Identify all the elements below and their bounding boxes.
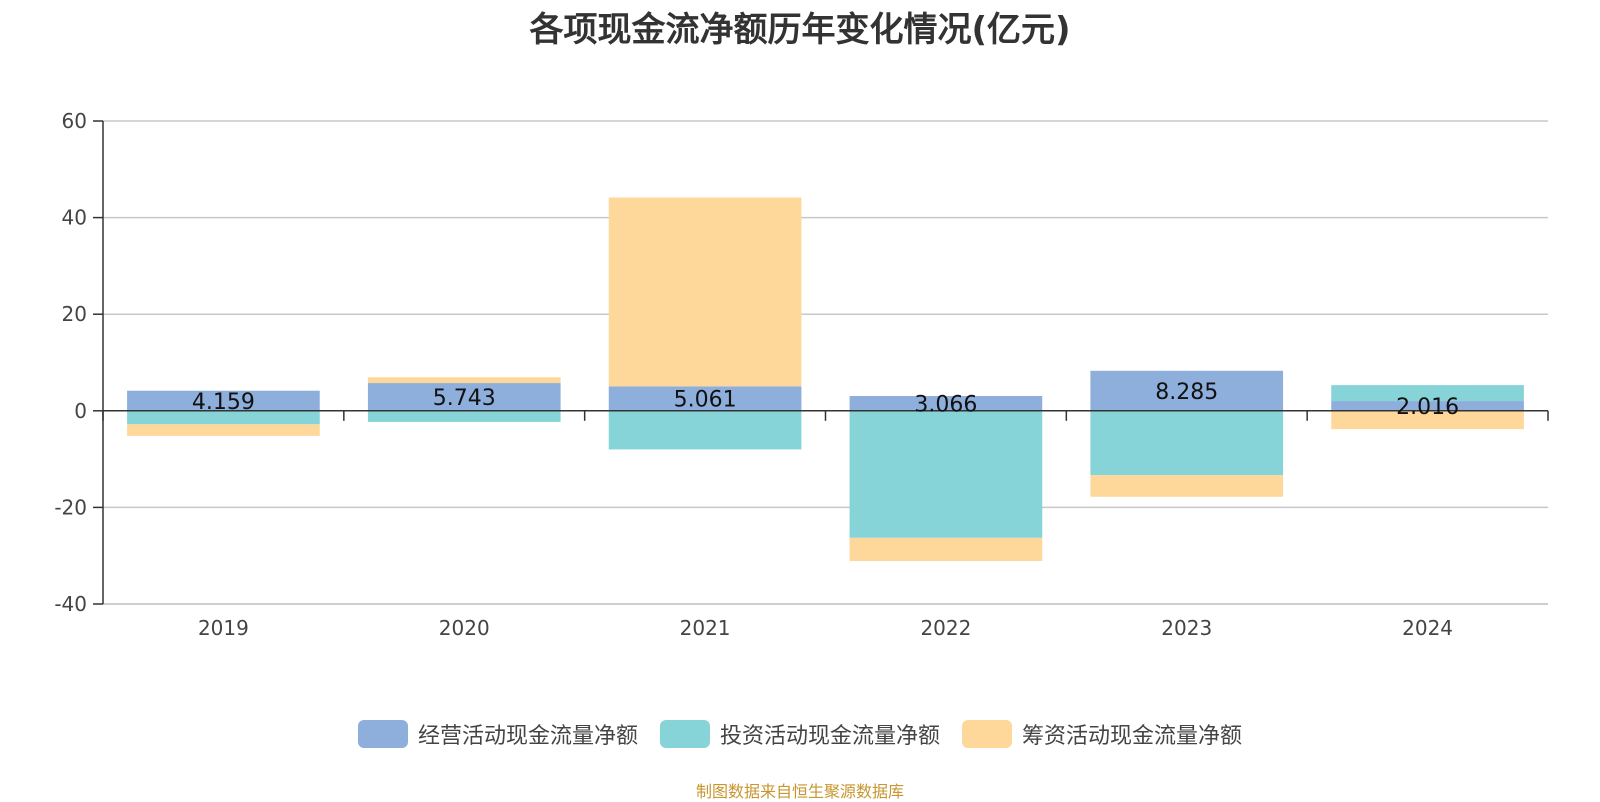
legend-swatch-investing bbox=[659, 720, 710, 748]
gridlines bbox=[103, 120, 1548, 605]
bar-segment bbox=[849, 410, 1043, 538]
bar-segment bbox=[1090, 475, 1284, 497]
y-tick-label: 0 bbox=[74, 399, 87, 423]
chart-title: 各项现金流净额历年变化情况(亿元) bbox=[529, 10, 1071, 50]
y-tick-label: -20 bbox=[54, 495, 87, 519]
x-tick-label: 2019 bbox=[198, 616, 249, 640]
x-tick-label: 2023 bbox=[1161, 616, 1212, 640]
legend: 经营活动现金流量净额 投资活动现金流量净额 筹资活动现金流量净额 bbox=[0, 718, 1600, 750]
legend-label-investing: 投资活动现金流量净额 bbox=[719, 724, 940, 749]
y-tick-label: 20 bbox=[62, 302, 87, 326]
bar-segment bbox=[1331, 410, 1524, 430]
bar-segment bbox=[849, 537, 1043, 562]
legend-item-operating[interactable]: 经营活动现金流量净额 bbox=[357, 718, 638, 750]
bar-segment bbox=[608, 410, 802, 450]
bar-segment bbox=[1331, 401, 1524, 411]
y-tick-label: 60 bbox=[62, 109, 87, 133]
legend-item-financing[interactable]: 筹资活动现金流量净额 bbox=[962, 718, 1242, 750]
chart-plot: 60 40 20 0 -20 -40 2019 2020 2021 2022 2023 2024 4.… bbox=[54, 109, 1549, 640]
axes: 60 40 20 0 -20 -40 2019 2020 2021 2022 2023 2024 bbox=[54, 109, 1549, 640]
data-labels: 4.159 5.743 5.061 3.066 8.285 2.016 bbox=[192, 380, 1459, 420]
bar-segment bbox=[127, 390, 320, 411]
bar-segment bbox=[1090, 410, 1284, 476]
bar-segment bbox=[608, 386, 802, 411]
data-label: 5.743 bbox=[433, 386, 496, 411]
data-label: 5.061 bbox=[674, 388, 737, 413]
x-tick-label: 2024 bbox=[1402, 616, 1453, 640]
bar-segment bbox=[849, 395, 1043, 411]
y-tick-label: -40 bbox=[54, 592, 87, 616]
bar-segment bbox=[367, 410, 561, 422]
legend-swatch-financing bbox=[962, 720, 1012, 748]
data-label: 8.285 bbox=[1155, 380, 1218, 405]
bar-segment bbox=[127, 424, 320, 436]
legend-label-financing: 筹资活动现金流量净额 bbox=[1022, 724, 1243, 749]
data-label: 4.159 bbox=[192, 390, 255, 415]
bar-segment bbox=[608, 197, 802, 387]
legend-item-investing[interactable]: 投资活动现金流量净额 bbox=[659, 718, 940, 750]
bar-segment bbox=[367, 383, 561, 411]
bars bbox=[127, 197, 1524, 562]
source-note: 制图数据来自恒生聚源数据库 bbox=[695, 782, 904, 801]
y-tick-label: 40 bbox=[62, 206, 87, 230]
x-tick-label: 2020 bbox=[439, 616, 490, 640]
legend-label-operating: 经营活动现金流量净额 bbox=[417, 724, 638, 749]
x-tick-label: 2021 bbox=[680, 616, 731, 640]
bar-segment bbox=[367, 377, 561, 384]
data-label: 3.066 bbox=[914, 392, 977, 417]
legend-swatch-operating bbox=[357, 720, 408, 748]
bar-segment bbox=[127, 410, 320, 425]
x-tick-label: 2022 bbox=[920, 616, 971, 640]
data-label: 2.016 bbox=[1396, 395, 1459, 420]
bar-segment bbox=[1090, 370, 1284, 411]
bar-segment bbox=[1331, 385, 1524, 402]
